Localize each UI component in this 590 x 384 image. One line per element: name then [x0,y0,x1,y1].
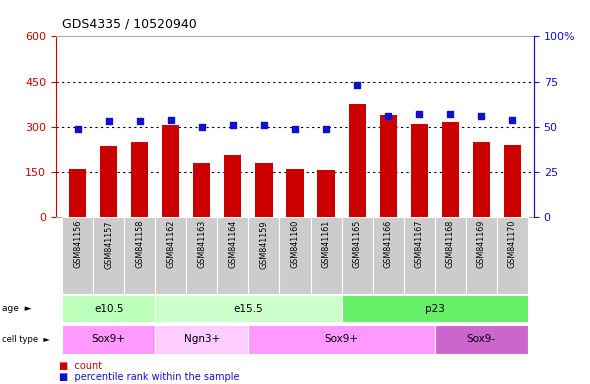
Point [414,111,424,117]
Bar [317,170,335,217]
Text: Sox9+: Sox9+ [92,334,126,344]
Bar [218,217,248,294]
Bar [155,325,248,354]
Point [197,124,206,130]
Text: Sox9-: Sox9- [467,334,496,344]
Text: GSM841158: GSM841158 [135,220,145,268]
Bar [404,217,435,294]
Bar [100,146,117,217]
Point [228,122,238,128]
Bar [255,163,273,217]
Bar [310,217,342,294]
Bar [155,217,186,294]
Text: GSM841164: GSM841164 [228,220,237,268]
Bar [63,295,155,322]
Text: Ngn3+: Ngn3+ [183,334,220,344]
Text: p23: p23 [425,303,445,314]
Bar [372,217,404,294]
Bar [287,169,303,217]
Bar [162,125,179,217]
Point [322,126,331,132]
Point [104,118,113,124]
Point [477,113,486,119]
Point [135,118,145,124]
Text: e10.5: e10.5 [94,303,123,314]
Bar [280,217,310,294]
Text: GSM841163: GSM841163 [198,220,206,268]
Bar [186,217,218,294]
Bar [194,163,211,217]
Bar [93,217,124,294]
Bar [473,142,490,217]
Text: GSM841169: GSM841169 [477,220,486,268]
Text: GSM841165: GSM841165 [353,220,362,268]
Text: GSM841167: GSM841167 [415,220,424,268]
Text: age  ►: age ► [2,304,31,313]
Point [73,126,83,132]
Bar [132,142,148,217]
Text: GSM841170: GSM841170 [508,220,517,268]
Bar [466,217,497,294]
Point [507,116,517,122]
Text: cell type  ►: cell type ► [2,335,50,344]
Bar [442,122,458,217]
Text: ■  percentile rank within the sample: ■ percentile rank within the sample [59,372,240,382]
Bar [435,217,466,294]
Bar [497,217,527,294]
Text: e15.5: e15.5 [234,303,263,314]
Bar [504,146,521,217]
Bar [224,155,241,217]
Point [166,116,176,122]
Text: GSM841160: GSM841160 [290,220,300,268]
Bar [349,104,366,217]
Point [259,122,268,128]
Bar [155,295,342,322]
Point [352,82,362,88]
Bar [69,169,86,217]
Bar [248,217,280,294]
Bar [63,217,93,294]
Text: GSM841166: GSM841166 [384,220,392,268]
Text: GSM841159: GSM841159 [260,220,268,268]
Point [290,126,300,132]
Text: GSM841157: GSM841157 [104,220,113,268]
Text: GSM841161: GSM841161 [322,220,330,268]
Bar [342,217,372,294]
Text: ■  count: ■ count [59,361,102,371]
Text: GSM841156: GSM841156 [73,220,82,268]
Bar [63,325,155,354]
Bar [379,115,396,217]
Point [384,113,393,119]
Text: GSM841168: GSM841168 [445,220,455,268]
Text: GSM841162: GSM841162 [166,220,175,268]
Bar [124,217,155,294]
Bar [435,325,527,354]
Text: GDS4335 / 10520940: GDS4335 / 10520940 [62,18,196,31]
Bar [411,124,428,217]
Text: Sox9+: Sox9+ [324,334,359,344]
Point [445,111,455,117]
Bar [342,295,527,322]
Bar [248,325,435,354]
